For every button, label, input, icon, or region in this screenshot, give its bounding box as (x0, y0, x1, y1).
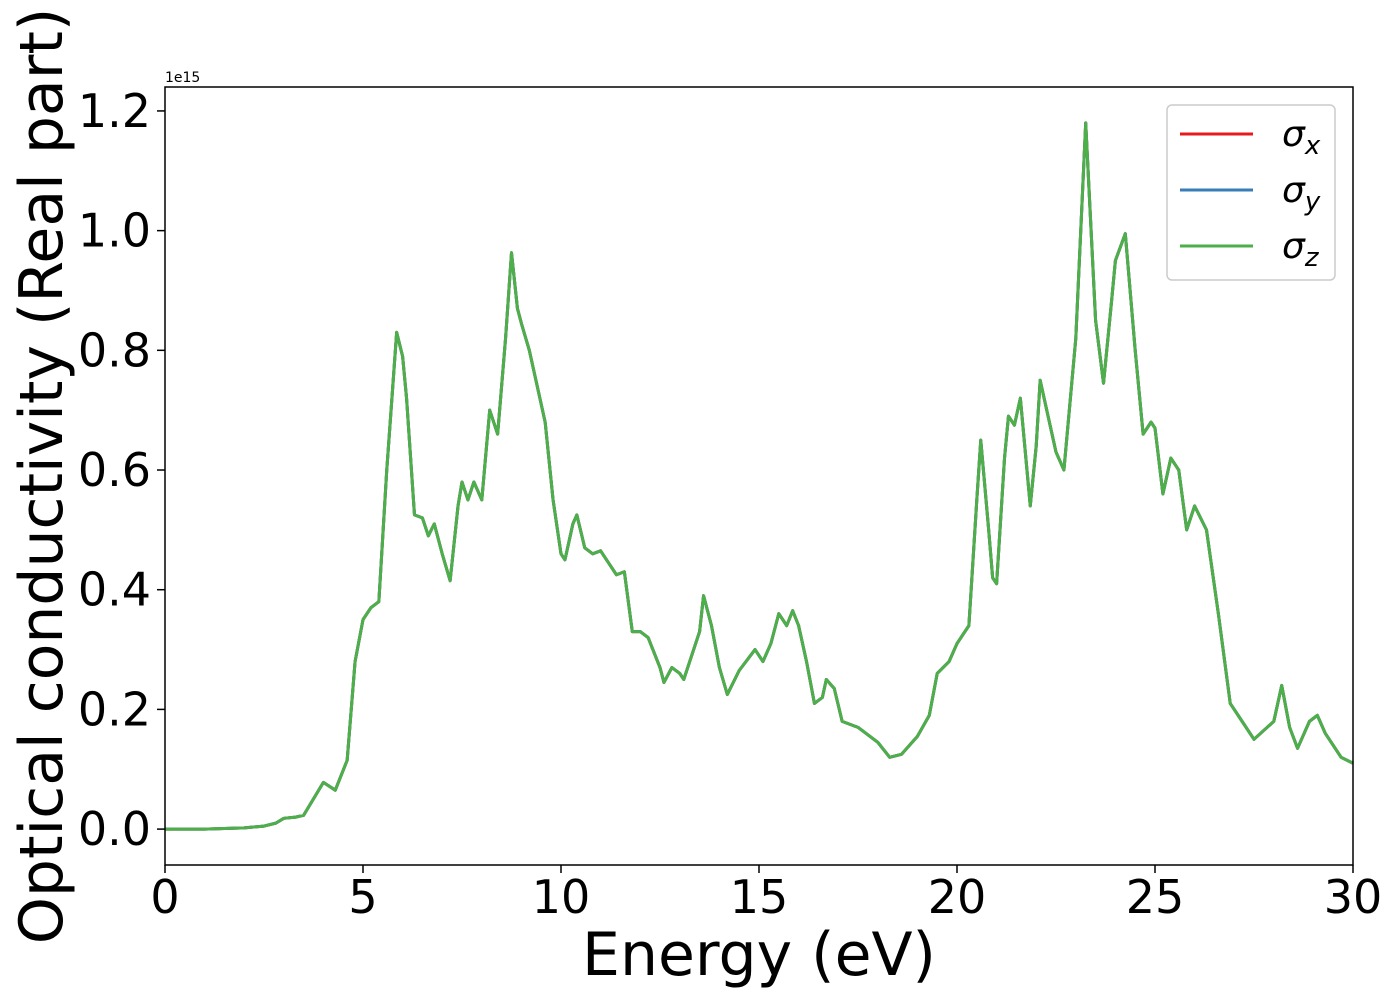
legend-label: σx (1282, 114, 1321, 161)
x-axis-label: Energy (eV) (582, 920, 936, 990)
y-tick-label: 0.6 (78, 443, 151, 497)
y-tick-label: 0.8 (78, 323, 151, 377)
data-line (165, 121, 1354, 831)
y-tick-label: 1.2 (78, 84, 151, 138)
x-tick-label: 0 (150, 870, 179, 924)
y-offset-label: 1e15 (165, 70, 200, 86)
y-tick-label: 0.2 (78, 682, 151, 736)
x-tick-label: 20 (928, 870, 987, 924)
y-tick-label: 0.4 (78, 563, 151, 617)
legend: σx σy σz (1166, 104, 1336, 281)
x-tick-label: 10 (532, 870, 591, 924)
y-tick-label: 1.0 (78, 204, 151, 258)
x-tick-label: 25 (1126, 870, 1185, 924)
plot-frame (164, 86, 1354, 866)
x-tick-label: 15 (730, 870, 789, 924)
legend-label: σz (1282, 226, 1320, 273)
y-axis-label: Optical conductivity (Real part) (7, 8, 77, 945)
x-tick-label: 5 (348, 870, 377, 924)
legend-box (1166, 104, 1336, 281)
legend-label: σy (1282, 170, 1321, 217)
x-tick-label: 30 (1324, 870, 1383, 924)
y-tick-label: 0.0 (78, 802, 151, 856)
